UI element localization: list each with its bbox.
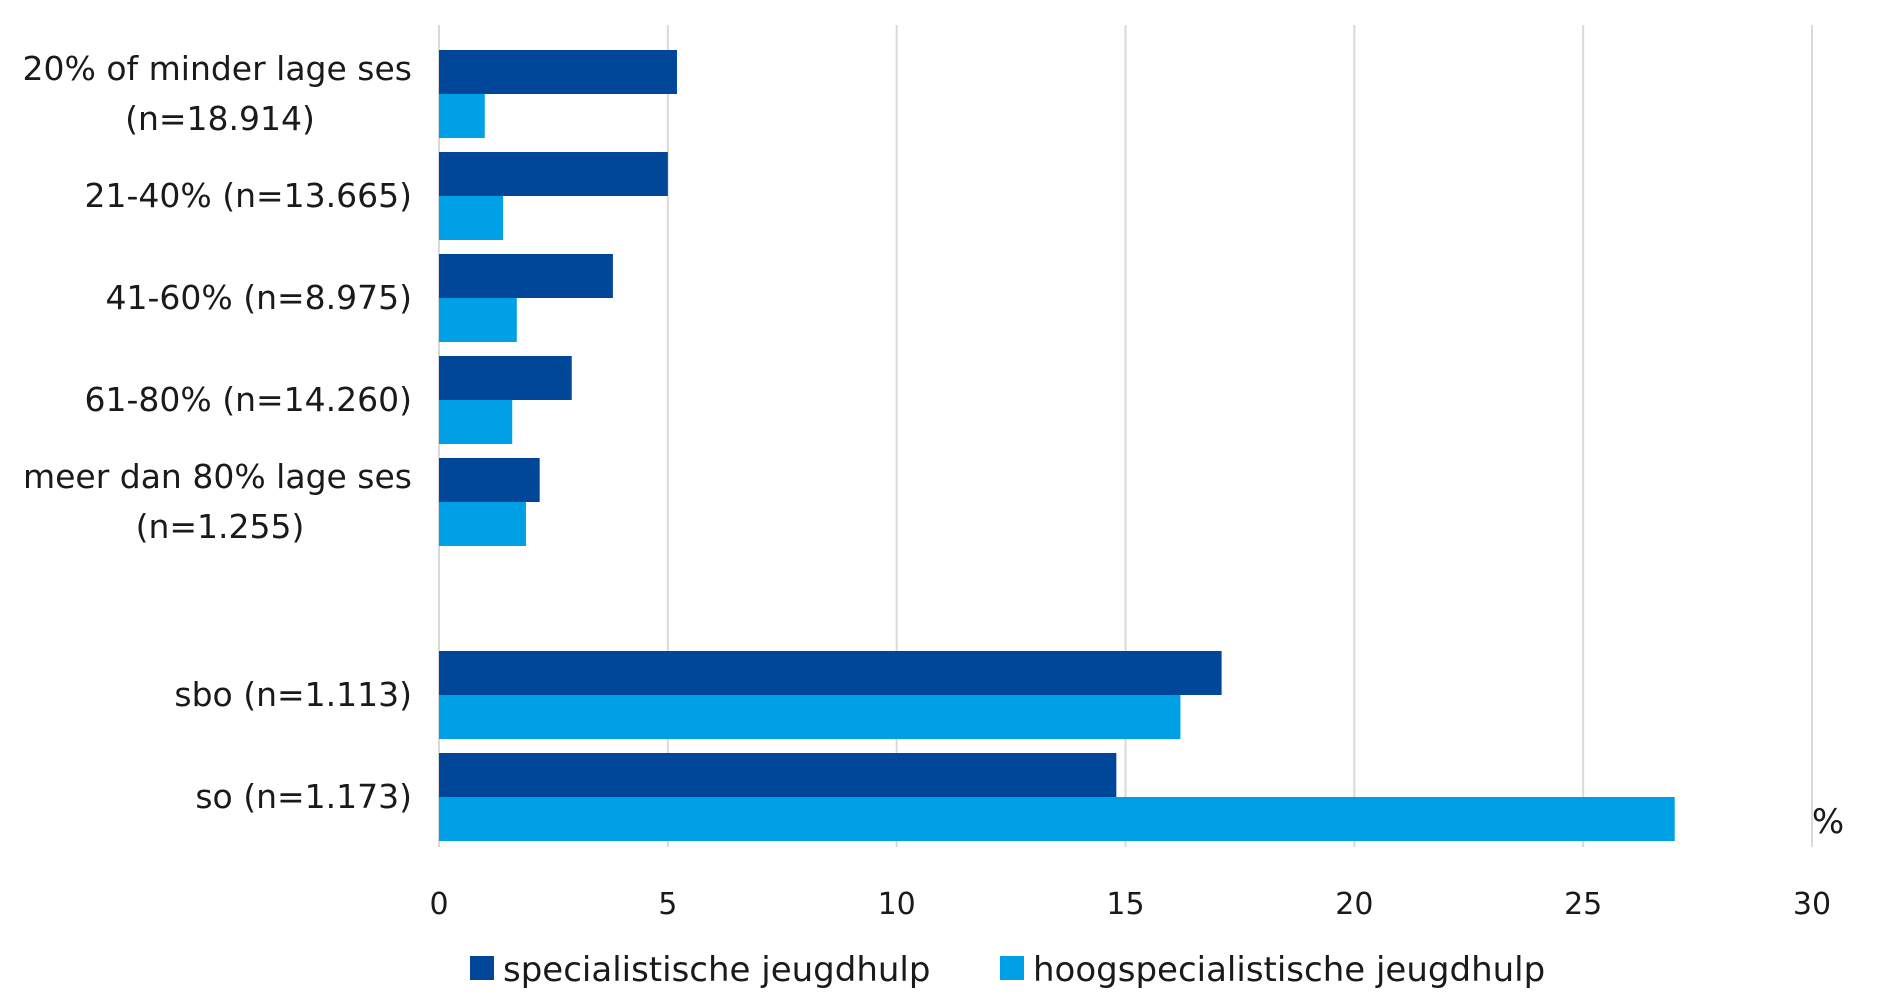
x-axis-unit-label: % — [1812, 802, 1844, 842]
legend: specialistische jeugdhulp hoogspecialisti… — [470, 950, 1545, 990]
bar-hoogspecialistische-5 — [439, 695, 1181, 739]
bar-specialistische-1 — [439, 152, 668, 196]
bar-hoogspecialistische-3 — [439, 400, 513, 444]
x-tick-label: 25 — [1564, 887, 1602, 922]
bar-hoogspecialistische-4 — [439, 502, 526, 546]
legend-label: hoogspecialistische jeugdhulp — [1033, 950, 1545, 990]
bar-specialistische-4 — [439, 458, 540, 502]
category-label: 21-40% (n=13.665) — [84, 176, 412, 215]
x-tick-label: 15 — [1106, 887, 1144, 922]
category-label: 20% of minder lage ses — [23, 49, 413, 88]
x-tick-label: 10 — [878, 887, 916, 922]
category-label: (n=1.255) — [136, 507, 305, 546]
bar-specialistische-5 — [439, 651, 1222, 695]
bars — [439, 50, 1675, 841]
x-tick-label: 5 — [658, 887, 677, 922]
bar-specialistische-6 — [439, 753, 1117, 797]
x-axis-tick-labels: 0 5 10 15 20 25 30 — [429, 887, 1831, 922]
category-label: 61-80% (n=14.260) — [84, 380, 412, 419]
x-tick-label: 20 — [1335, 887, 1373, 922]
category-label: meer dan 80% lage ses — [23, 457, 412, 496]
category-label: sbo (n=1.113) — [174, 675, 412, 714]
x-tick-label: 0 — [429, 887, 448, 922]
bar-hoogspecialistische-2 — [439, 298, 517, 342]
bar-specialistische-2 — [439, 254, 613, 298]
bar-hoogspecialistische-1 — [439, 196, 504, 240]
category-labels: 20% of minder lage ses (n=18.914) 21-40% (… — [23, 49, 413, 816]
bar-hoogspecialistische-0 — [439, 94, 485, 138]
category-label: 41-60% (n=8.975) — [105, 278, 412, 317]
bar-specialistische-3 — [439, 356, 572, 400]
x-tick-label: 30 — [1793, 887, 1831, 922]
bar-specialistische-0 — [439, 50, 677, 94]
legend-swatch — [470, 956, 494, 980]
category-label: (n=18.914) — [125, 99, 315, 138]
bar-hoogspecialistische-6 — [439, 797, 1675, 841]
legend-swatch — [1000, 956, 1024, 980]
category-label: so (n=1.173) — [195, 777, 412, 816]
legend-label: specialistische jeugdhulp — [503, 950, 930, 990]
